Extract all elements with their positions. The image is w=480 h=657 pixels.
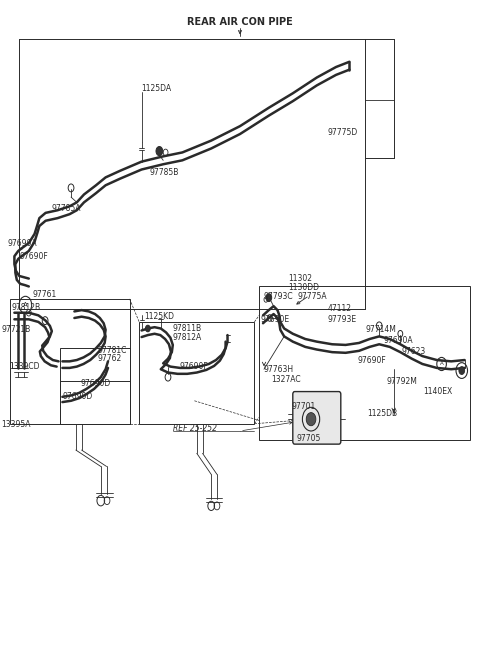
Bar: [60, 348, 130, 424]
Circle shape: [145, 325, 150, 332]
Text: 11302: 11302: [288, 274, 312, 283]
Text: 1130DD: 1130DD: [288, 283, 319, 292]
Text: 97690F: 97690F: [358, 355, 386, 365]
Text: A: A: [23, 302, 28, 308]
Text: 97793C: 97793C: [263, 292, 293, 302]
Text: 97811B: 97811B: [173, 324, 202, 333]
Text: 97714M: 97714M: [366, 325, 396, 334]
Text: 47112: 47112: [327, 304, 351, 313]
Text: 97705: 97705: [297, 434, 321, 443]
Text: 97690E: 97690E: [261, 315, 290, 324]
Text: 97792M: 97792M: [386, 376, 417, 386]
Text: 97690F: 97690F: [19, 252, 48, 261]
Text: REAR AIR CON PIPE: REAR AIR CON PIPE: [187, 17, 293, 28]
Text: 97690D: 97690D: [81, 378, 111, 388]
Text: 97761: 97761: [33, 290, 57, 300]
FancyBboxPatch shape: [293, 392, 341, 444]
Bar: [139, 322, 254, 424]
Text: 97775A: 97775A: [298, 292, 327, 302]
Text: 97623: 97623: [401, 347, 426, 356]
Text: 97701: 97701: [291, 401, 316, 411]
Bar: [10, 299, 130, 424]
Text: 97690A: 97690A: [384, 336, 414, 346]
Text: 97812A: 97812A: [173, 333, 202, 342]
Text: 13395A: 13395A: [1, 420, 30, 429]
Circle shape: [306, 413, 316, 426]
Bar: [60, 381, 130, 424]
Text: 1125DA: 1125DA: [142, 83, 172, 93]
Text: 97781C: 97781C: [98, 346, 127, 355]
Text: 97690F: 97690F: [180, 362, 209, 371]
Text: 1125DB: 1125DB: [367, 409, 397, 419]
Bar: [259, 286, 470, 440]
Circle shape: [266, 294, 272, 302]
Circle shape: [156, 147, 163, 156]
Text: 97812B: 97812B: [12, 303, 41, 312]
Text: 97721B: 97721B: [2, 325, 31, 334]
Circle shape: [459, 367, 465, 374]
Text: 97690A: 97690A: [8, 238, 37, 248]
Text: 97775D: 97775D: [327, 128, 358, 137]
Text: 97785A: 97785A: [52, 204, 81, 213]
Text: 97690D: 97690D: [62, 392, 93, 401]
Text: 97763H: 97763H: [263, 365, 293, 374]
Text: 97762: 97762: [98, 354, 122, 363]
Text: 1327AC: 1327AC: [271, 375, 301, 384]
Text: 1140EX: 1140EX: [423, 387, 453, 396]
Text: REF 25-252: REF 25-252: [173, 424, 217, 433]
Text: 1125KD: 1125KD: [144, 312, 174, 321]
Text: 1339CD: 1339CD: [10, 362, 40, 371]
Text: A: A: [440, 361, 444, 367]
Text: 97785B: 97785B: [150, 168, 179, 177]
Text: 97793E: 97793E: [327, 315, 357, 324]
